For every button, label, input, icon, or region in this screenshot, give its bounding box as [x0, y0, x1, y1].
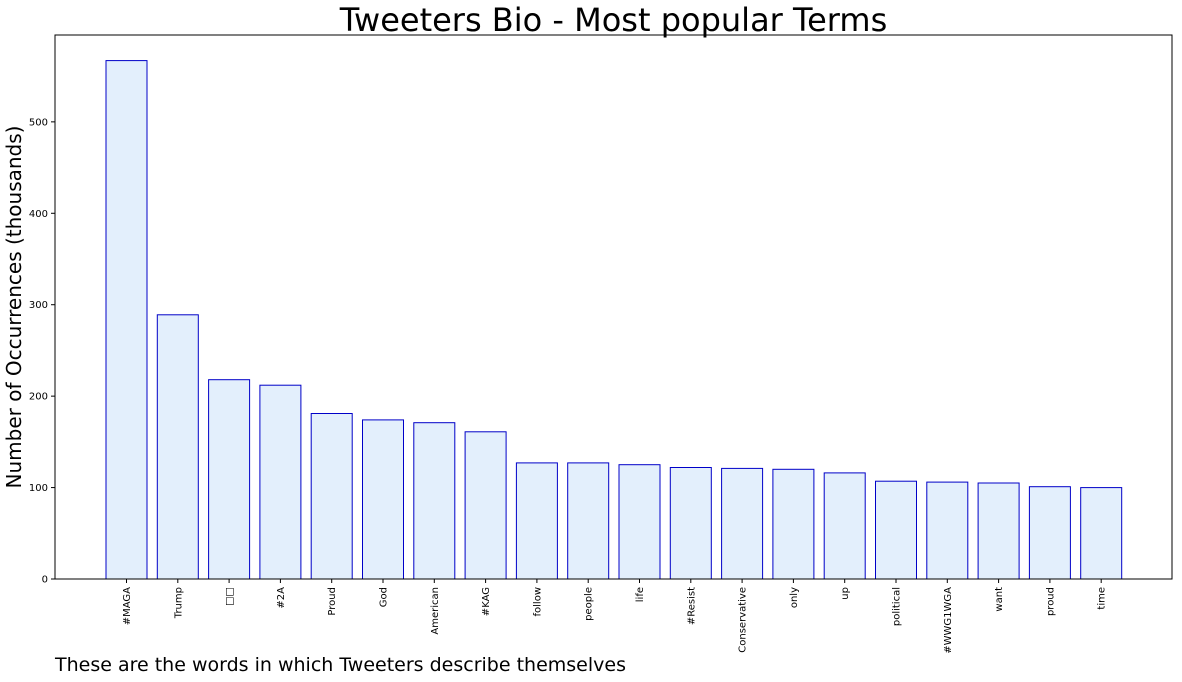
x-tick-label: only — [789, 587, 800, 608]
bar — [618, 464, 661, 580]
bar — [105, 60, 148, 580]
chart-caption: These are the words in which Tweeters de… — [55, 654, 626, 676]
bar — [208, 379, 251, 580]
bar — [464, 431, 507, 580]
y-tick-label: 0 — [42, 575, 48, 586]
x-tick-label: Proud — [327, 587, 338, 616]
bar — [413, 422, 456, 580]
x-axis-ticks: #MAGA Trump □□ #2A Proud God American #KAG follo… — [122, 579, 1108, 654]
x-tick-label: political — [892, 587, 903, 626]
bar — [515, 462, 558, 580]
x-tick-label: Trump — [173, 587, 184, 619]
x-tick-label: #2A — [276, 587, 287, 609]
y-axis-ticks: 0 100 200 300 400 500 — [29, 117, 55, 586]
chart-title: Tweeters Bio - Most popular Terms — [339, 1, 888, 39]
y-tick-label: 300 — [29, 300, 48, 311]
x-tick-label: up — [840, 587, 851, 600]
x-tick-label: Conservative — [738, 587, 749, 653]
x-tick-label: God — [379, 587, 390, 607]
x-tick-label: #KAG — [481, 587, 492, 616]
x-tick-label: proud — [1045, 587, 1056, 616]
y-tick-label: 400 — [29, 209, 48, 220]
bar — [772, 468, 815, 580]
bar — [1080, 487, 1123, 580]
bar — [259, 384, 302, 580]
x-tick-label: time — [1097, 587, 1108, 610]
bar — [567, 462, 610, 580]
bar — [1028, 486, 1071, 580]
x-tick-label: life — [635, 587, 646, 602]
bar — [721, 467, 764, 580]
x-tick-label: #Resist — [686, 587, 697, 625]
plot-frame — [54, 34, 1173, 580]
y-tick-label: 500 — [29, 117, 48, 128]
x-tick-label: people — [584, 587, 595, 621]
x-tick-label: □□ — [225, 587, 236, 606]
y-tick-label: 200 — [29, 392, 48, 403]
bar — [875, 480, 917, 580]
bar — [926, 481, 969, 580]
bar — [362, 419, 404, 580]
bar — [310, 413, 353, 580]
bar — [823, 472, 866, 580]
x-tick-label: American — [430, 587, 441, 635]
y-tick-label: 100 — [29, 483, 48, 494]
bar — [669, 467, 712, 580]
x-tick-label: #MAGA — [122, 587, 133, 625]
y-axis-label: Number of Occurrences (thousands) — [2, 126, 26, 489]
bar — [156, 314, 199, 580]
x-tick-label: follow — [532, 587, 543, 617]
x-tick-label: want — [994, 587, 1005, 612]
x-tick-label: #WWG1WGA — [943, 587, 954, 654]
bars-layer — [105, 60, 1123, 580]
bar — [977, 482, 1020, 580]
